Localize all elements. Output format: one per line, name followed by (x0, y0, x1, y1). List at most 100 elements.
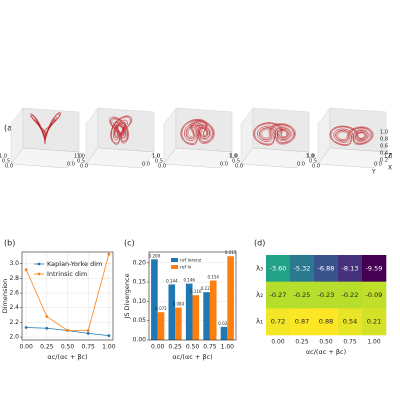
heat-cell (362, 308, 387, 336)
heat-cell (314, 308, 339, 336)
marker (86, 332, 90, 335)
box-floor (163, 147, 233, 169)
attractor-curve (329, 125, 374, 146)
bar (175, 307, 182, 340)
marker (107, 252, 111, 256)
attractor-tick: 0.0 (5, 164, 13, 170)
attractor-tick: 0.5 (77, 159, 85, 165)
axis-letter: X (388, 165, 392, 172)
heat-cell (266, 255, 291, 282)
attractor-tick: 1.0 (77, 154, 85, 160)
y-tick-label: 2.4 (9, 304, 19, 311)
x-tick-label: 0.75 (203, 344, 217, 351)
bar (157, 312, 165, 340)
attractor-tick: 0.5 (232, 159, 240, 165)
attractor-plot: 1.00.50.0 0.01.0 (152, 107, 238, 170)
cell-label: -0.22 (342, 291, 359, 299)
attractor-tick: 1.0 (384, 154, 392, 160)
heat-cell (314, 281, 339, 309)
cell-label: -9.59 (366, 264, 383, 272)
attractor-tick: 0.0 (220, 162, 228, 168)
y-tick-label: 0.15 (133, 279, 147, 286)
bar-value-label: 0.072 (155, 306, 167, 311)
x-axis-label: αc/(αc + βc) (47, 353, 87, 361)
y-tick-label: 2.6 (9, 290, 19, 297)
legend-swatch (171, 265, 178, 269)
cell-label: -6.88 (318, 264, 335, 272)
y-tick-label: 0.05 (133, 317, 147, 324)
cell-label: 0.54 (343, 318, 357, 326)
z-tick: 0.6 (380, 144, 388, 150)
y-tick-label: 2.2 (9, 319, 19, 326)
legend-label: ref lv (180, 265, 192, 271)
attractor-tick: 1.0 (152, 154, 160, 160)
attractor-plot: 1.00.50.0 0.01.0 (306, 107, 392, 170)
heat-cell (314, 255, 339, 282)
x-tick-label: 0.00 (19, 344, 33, 351)
y-tick-label: 0.20 (133, 259, 147, 266)
x-tick-label: 0.00 (151, 344, 165, 351)
y-axis-label: JS Divergence (123, 273, 131, 319)
x-tick-label: 0.50 (319, 339, 333, 346)
x-tick-label: 1.00 (367, 339, 381, 346)
attractor-tick: 0.0 (158, 164, 166, 170)
legend-label: Intrinsic dim (47, 270, 87, 278)
cell-label: 0.21 (367, 318, 381, 326)
box-floor (240, 147, 310, 169)
y-tick-label: 0.00 (133, 337, 147, 344)
y-tick-label: 2.8 (9, 275, 19, 282)
bar-value-label: 0.144 (166, 278, 178, 283)
axes-frame (148, 251, 237, 341)
bar-value-label: 0.217 (225, 250, 237, 255)
attractor-tick: 1.0 (0, 154, 7, 160)
legend-swatch (171, 258, 178, 262)
heat-cell (338, 255, 363, 282)
x-tick-label: 0.00 (271, 339, 285, 346)
x-tick-label: 1.00 (102, 344, 116, 351)
box-face (175, 107, 233, 153)
box-face (97, 107, 155, 153)
x-tick-label: 0.25 (295, 339, 309, 346)
z-tick: 0.4 (380, 151, 388, 157)
panel-label: (a) (4, 124, 15, 133)
cell-label: 0.87 (295, 318, 309, 326)
bar (185, 283, 193, 340)
attractor-tick: 0.5 (2, 159, 10, 165)
attractor-curve (109, 115, 133, 145)
attractor-tick: 1.0 (74, 154, 82, 160)
heat-cell (338, 281, 363, 309)
attractor-tick: 1.0 (230, 154, 238, 160)
box-floor (10, 147, 80, 169)
legend-marker (37, 262, 41, 266)
x-tick-label: 0.50 (61, 344, 75, 351)
attractor-tick: 0.0 (235, 164, 243, 170)
attractor-curve (180, 119, 215, 146)
bar-value-label: 0.084 (173, 302, 185, 307)
cell-label: -0.23 (318, 291, 335, 299)
x-tick-label: 0.75 (343, 339, 357, 346)
attractor-tick: 0.0 (312, 164, 320, 170)
bar-value-label: 0.124 (201, 286, 213, 291)
y-tick-label: 0.10 (133, 298, 147, 305)
x-axis-label: αc/(αc + βc) (172, 353, 212, 361)
z-tick: 0.8 (380, 137, 388, 143)
x-tick-label: 0.75 (82, 344, 96, 351)
heat-cell (266, 308, 291, 336)
bar-value-label: 0.146 (183, 278, 195, 283)
marker (24, 326, 28, 329)
attractor-tick: 0.0 (67, 162, 75, 168)
bar (209, 280, 217, 340)
heat-cell (290, 308, 315, 336)
marker (45, 315, 49, 318)
marker (45, 326, 49, 330)
bar (151, 259, 158, 340)
axis-letter: Y (371, 169, 376, 176)
heat-cell (362, 281, 387, 309)
cell-label: -3.60 (270, 264, 287, 272)
cell-label: 0.72 (271, 318, 285, 326)
cell-label: -0.27 (270, 291, 287, 299)
bar (192, 295, 200, 340)
attractor-tick: 0.5 (155, 159, 163, 165)
attractor-tick: 0.5 (309, 159, 317, 165)
x-tick-label: 0.25 (40, 344, 54, 351)
